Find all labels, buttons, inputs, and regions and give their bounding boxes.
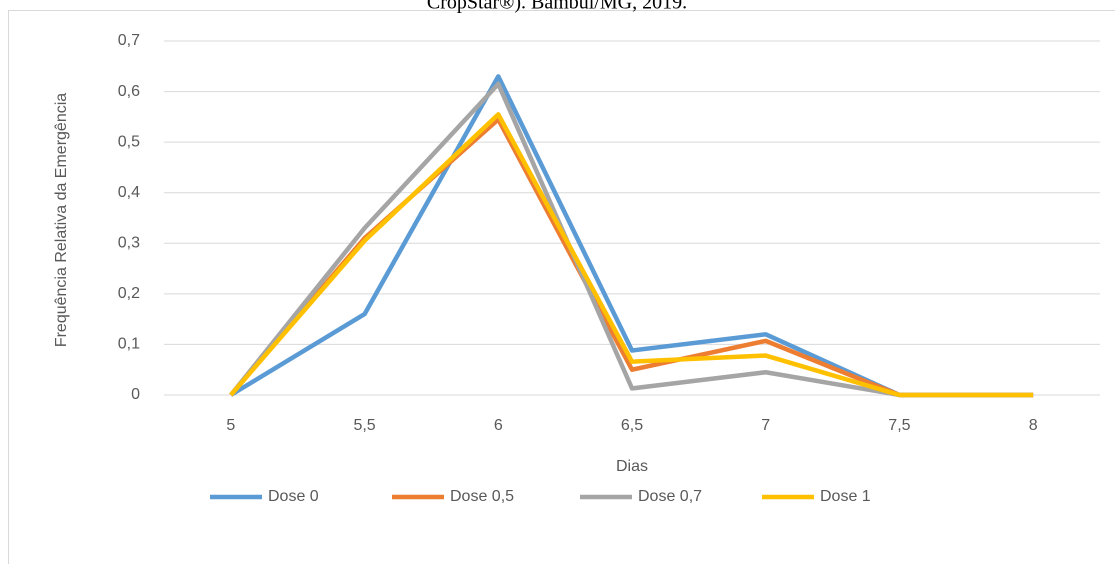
legend-label: Dose 0,5	[450, 488, 514, 505]
y-tick-label: 0,1	[118, 336, 140, 353]
data-line	[229, 74, 1034, 398]
title-backdrop	[380, 0, 740, 10]
y-tick-label: 0	[131, 386, 140, 403]
x-tick-label: 8	[1029, 417, 1038, 434]
y-axis-label: Frequência Relativa da Emergência	[53, 93, 70, 347]
data-line	[229, 112, 1034, 398]
chart-border	[8, 10, 1115, 564]
x-tick-label: 5	[226, 417, 235, 434]
x-tick-label: 7	[761, 417, 770, 434]
x-tick-label: 5,5	[353, 417, 375, 434]
y-tick-label: 0,3	[118, 235, 140, 252]
y-tick-label: 0,2	[118, 285, 140, 302]
x-axis-label: Dias	[616, 458, 648, 475]
legend-label: Dose 1	[820, 488, 871, 505]
x-tick-label: 6,5	[621, 417, 643, 434]
chart-title: CropStar®). Bambuí/MG, 2019.	[427, 0, 687, 14]
legend-label: Dose 0	[268, 488, 319, 505]
y-tick-label: 0,7	[118, 32, 140, 49]
y-tick-label: 0,4	[118, 184, 140, 201]
legend-label: Dose 0,7	[638, 488, 702, 505]
y-tick-label: 0,5	[118, 133, 140, 150]
y-tick-label: 0,6	[118, 83, 140, 100]
x-tick-label: 6	[494, 417, 503, 434]
x-tick-label: 7,5	[888, 417, 910, 434]
